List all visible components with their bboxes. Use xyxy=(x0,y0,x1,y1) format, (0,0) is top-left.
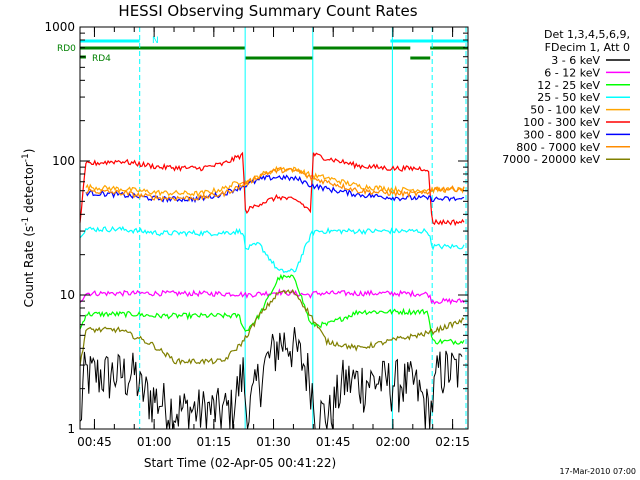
x-tick-label: 00:45 xyxy=(77,435,112,449)
legend-label: 12 - 25 keV xyxy=(537,79,600,92)
legend-label: 100 - 300 keV xyxy=(523,116,600,129)
series-line-5 xyxy=(79,151,465,227)
series-line-3 xyxy=(79,225,465,274)
x-tick-label: 01:30 xyxy=(256,435,291,449)
legend-label: 3 - 6 keV xyxy=(551,54,600,67)
series-line-7 xyxy=(85,166,465,202)
legend-header-line-1: Det 1,3,4,5,6,9, xyxy=(544,28,630,41)
observing-flags: RD0 RD4 N xyxy=(57,36,468,64)
y-axis-label: Count Rate (s-1 detector-1) xyxy=(21,149,36,308)
rd0-flag-label: RD0 xyxy=(57,44,76,54)
x-tick-label: 02:00 xyxy=(376,435,411,449)
x-tick-label: 01:00 xyxy=(137,435,172,449)
y-tick-label: 1 xyxy=(67,422,75,436)
x-axis-label: Start Time (02-Apr-05 00:41:22) xyxy=(144,456,336,470)
y-axis-ticks: 1 10 100 1000 xyxy=(44,20,468,436)
legend-label: 6 - 12 keV xyxy=(544,66,600,79)
legend-label: 800 - 7000 keV xyxy=(516,141,600,154)
series-line-1 xyxy=(79,288,465,306)
series-line-2 xyxy=(79,273,465,346)
x-tick-label: 01:45 xyxy=(316,435,351,449)
legend-label: 7000 - 20000 keV xyxy=(502,153,600,166)
rd4-flag-label: RD4 xyxy=(92,54,111,64)
series-line-0 xyxy=(79,327,463,430)
time-boundaries xyxy=(79,27,467,429)
legend-label: 25 - 50 keV xyxy=(537,91,600,104)
chart-title: HESSI Observing Summary Count Rates xyxy=(118,2,417,20)
legend: Det 1,3,4,5,6,9, FDecim 1, Att 0 3 - 6 k… xyxy=(502,28,630,166)
y-tick-label: 10 xyxy=(60,288,75,302)
generation-timestamp: 17-Mar-2010 07:00 xyxy=(560,467,637,476)
series-lines xyxy=(79,151,465,430)
series-line-6 xyxy=(85,174,465,204)
x-tick-label: 01:15 xyxy=(197,435,232,449)
y-tick-label: 100 xyxy=(52,154,75,168)
x-tick-label: 02:15 xyxy=(435,435,470,449)
legend-label: 50 - 100 keV xyxy=(530,104,600,117)
y-tick-label: 1000 xyxy=(44,20,75,34)
legend-label: 300 - 800 keV xyxy=(523,128,600,141)
x-axis-ticks: 00:45 01:00 01:15 01:30 01:45 02:00 02:15 xyxy=(77,27,470,449)
legend-header-line-2: FDecim 1, Att 0 xyxy=(545,41,630,54)
n-flag-label: N xyxy=(152,36,159,46)
series-line-8 xyxy=(79,288,465,366)
